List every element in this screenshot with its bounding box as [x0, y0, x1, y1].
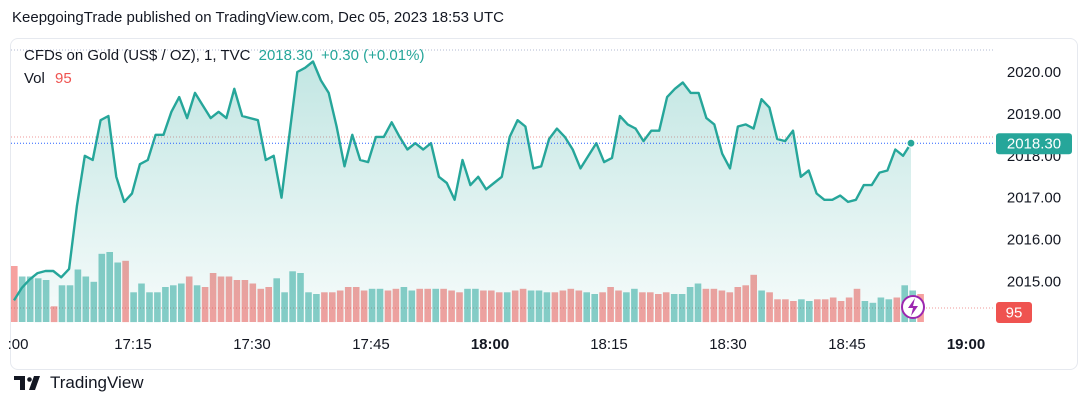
last-price-badge-label: 2018.30: [1007, 136, 1061, 153]
time-tick-label: 19:00: [947, 336, 985, 353]
last-price-badge: [996, 133, 1072, 155]
volume-legend: Vol 95: [24, 70, 72, 87]
time-tick-label: 17:45: [352, 336, 390, 353]
time-tick-label: 18:45: [828, 336, 866, 353]
publish-header: KeepgoingTrade published on TradingView.…: [12, 9, 504, 26]
last-price-value: 2018.30: [258, 47, 313, 64]
price-tick-label: 2016.00: [1007, 232, 1061, 249]
volume-value: 95: [55, 70, 72, 87]
price-tick-label: 2017.00: [1007, 190, 1061, 207]
brand-name: TradingView: [50, 373, 144, 392]
last-price-point: [906, 138, 916, 148]
time-tick-label: 18:30: [709, 336, 747, 353]
volume-bar: [11, 266, 18, 322]
time-tick-label: 18:15: [590, 336, 628, 353]
price-line: [12, 60, 913, 302]
time-tick-label: :00: [8, 336, 29, 353]
time-tick-label: 17:30: [233, 336, 271, 353]
symbol-legend: CFDs on Gold (US$ / OZ), 1, TVC 2018.30 …: [24, 47, 424, 64]
price-tick-label: 2020.00: [1007, 64, 1061, 81]
price-tick-label: 2015.00: [1007, 274, 1061, 291]
time-tick-label: 18:00: [471, 336, 509, 353]
lightning-bolt-icon: [908, 298, 918, 316]
volume-label: Vol: [24, 70, 45, 87]
time-tick-label: 17:15: [114, 336, 152, 353]
tradingview-logo-icon: [14, 376, 40, 390]
price-tick-label: 2019.00: [1007, 106, 1061, 123]
last-volume-badge: [996, 302, 1032, 323]
last-volume-badge-label: 95: [1006, 305, 1023, 322]
tradingview-brand[interactable]: TradingView: [14, 373, 144, 393]
symbol-title: CFDs on Gold (US$ / OZ), 1, TVC: [24, 47, 251, 64]
price-change-value: +0.30 (+0.01%): [321, 47, 425, 64]
price-area: [14, 61, 911, 322]
